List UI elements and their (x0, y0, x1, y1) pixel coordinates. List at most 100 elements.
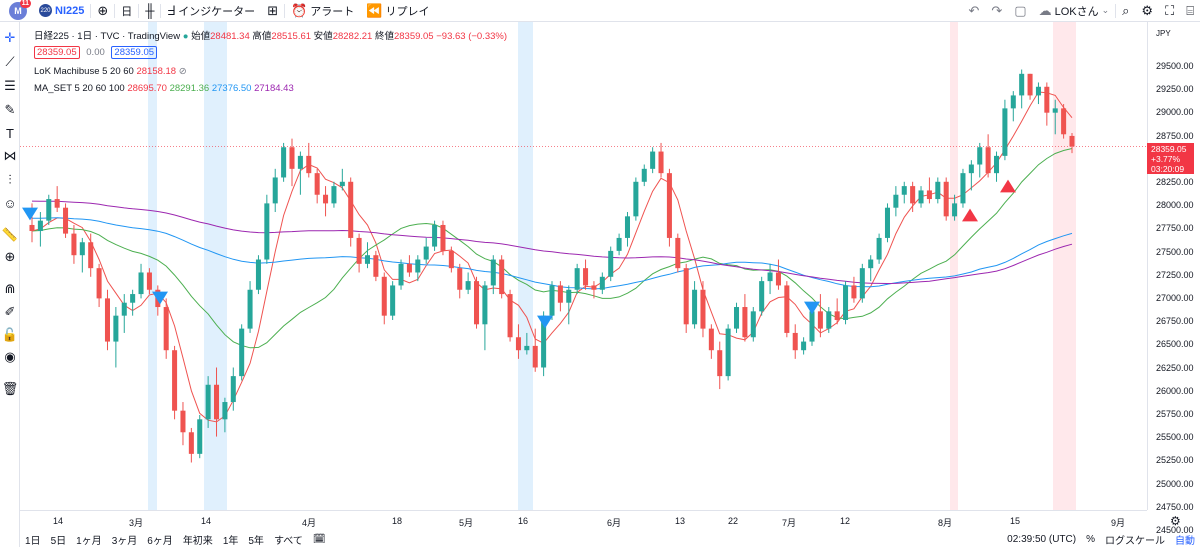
ruler-tool[interactable]: 📏 (0, 225, 20, 245)
candle-body (910, 186, 916, 204)
range-button[interactable]: すべて (273, 536, 303, 547)
range-button[interactable]: 1年 (222, 536, 239, 547)
low-value: 28282.21 (332, 31, 373, 42)
fullscreen-button[interactable]: ⛶ (1159, 0, 1180, 22)
magnet-icon: ⋒ (4, 281, 16, 296)
range-button[interactable]: 5日 (50, 536, 67, 547)
bid-box[interactable]: 28359.05 (34, 46, 80, 59)
highlight-band (1053, 22, 1076, 510)
trendline-icon: ⟋ (5, 54, 15, 69)
pattern-tool[interactable]: ⋈ (0, 146, 20, 166)
price-axis[interactable]: JPY 29500.0029250.0029000.0028750.002850… (1147, 22, 1200, 535)
indicators-button[interactable]: ᖵ インジケーター (161, 0, 261, 22)
snapshot-button[interactable]: ⌸ (1180, 0, 1200, 22)
magnet-tool[interactable]: ⋒ (0, 279, 20, 299)
range-button[interactable]: 6ヶ月 (147, 536, 173, 547)
cloud-icon: ☁ (1038, 3, 1052, 18)
range-button[interactable]: 1日 (25, 536, 41, 547)
candle-body (792, 332, 798, 351)
candle-body (708, 328, 714, 351)
notification-badge: 11 (19, 0, 31, 8)
clock[interactable]: 02:39:50 (UTC) (1007, 534, 1077, 545)
auto-scale-toggle[interactable]: 自動 (1175, 536, 1195, 547)
candle-body (71, 233, 77, 256)
candle-body (591, 285, 597, 290)
logo-area[interactable]: M 11 (0, 0, 33, 22)
time-axis[interactable]: 14 3月 14 4月 18 5月 16 6月 13 22 7月 12 8月 15 9月 (20, 510, 1147, 530)
settings-button[interactable]: ⚙ (1135, 0, 1159, 22)
redo-button[interactable]: ↷ (985, 0, 1008, 22)
calendar-icon: 🗓 (312, 534, 326, 545)
chart-type-button[interactable]: ╫ (139, 0, 160, 22)
lock-tool[interactable]: 🔓 (0, 325, 20, 345)
visibility-tool[interactable]: ◉ (0, 347, 20, 367)
candle-body (759, 281, 765, 312)
candle-body (172, 350, 178, 411)
templates-button[interactable]: ⊞ (261, 0, 284, 22)
compare-button[interactable]: ⊕ (91, 0, 114, 22)
delete-tool[interactable]: 🗑 (0, 379, 20, 399)
horizontal-lines-tool[interactable]: ☰ (0, 76, 20, 96)
candle-body (180, 410, 186, 433)
candle-body (364, 255, 370, 264)
interval-button[interactable]: 日 (115, 0, 138, 22)
redo-icon: ↷ (991, 3, 1003, 18)
close-label: 終値 (374, 31, 394, 42)
brush-tool[interactable]: ✎ (0, 100, 20, 120)
log-scale-toggle[interactable]: ログスケール (1105, 536, 1165, 547)
candles-icon: ╫ (145, 3, 155, 18)
percent-toggle[interactable]: % (1086, 534, 1095, 545)
candle-body (658, 151, 664, 174)
text-icon: T (6, 125, 14, 141)
axis-settings-button[interactable]: ⚙ (1170, 514, 1181, 528)
symbol-search[interactable]: 220 NI225 (33, 0, 90, 22)
replay-button[interactable]: ⏪ リプレイ (360, 0, 435, 22)
price-chart[interactable] (20, 22, 1147, 510)
open-label: 始値 (191, 31, 211, 42)
price-label: 25250.00 (1156, 455, 1194, 466)
price-label: 28000.00 (1156, 200, 1194, 211)
candle-body (524, 345, 530, 351)
candle-body (884, 207, 890, 238)
indicators-label: インジケーター (178, 5, 256, 18)
candle-body (742, 307, 748, 338)
candle-body (306, 155, 312, 174)
search-button[interactable]: ⌕ (1116, 0, 1135, 22)
stay-drawing-tool[interactable]: ✐ (0, 302, 20, 322)
sell-signal-marker (804, 301, 820, 315)
emoji-tool[interactable]: ☺ (0, 193, 20, 213)
legend-indicator-2[interactable]: MA_SET 5 20 60 100 28695.70 28291.36 273… (34, 83, 294, 94)
layout-button[interactable]: ▢ (1008, 0, 1032, 22)
divider (114, 3, 116, 18)
trendline-tool[interactable]: ⟋ (0, 52, 20, 72)
candle-body (1069, 135, 1075, 147)
undo-button[interactable]: ↶ (962, 0, 985, 22)
candle-body (692, 289, 698, 325)
spread-value: 0.00 (86, 47, 105, 58)
text-tool[interactable]: T (0, 123, 20, 143)
alert-button[interactable]: ⏰ アラート (285, 0, 360, 22)
candle-body (339, 181, 345, 187)
crosshair-tool[interactable]: ✛ (0, 28, 20, 48)
app-logo[interactable]: M 11 (9, 0, 31, 20)
ask-box[interactable]: 28359.05 (111, 46, 158, 59)
prediction-tool[interactable]: ⫶ (0, 170, 20, 190)
legend-title[interactable]: 日経225 · 1日 · TVC · TradingView (34, 31, 181, 42)
candle-body (432, 224, 438, 247)
range-button[interactable]: 1ヶ月 (76, 536, 102, 547)
zoom-tool[interactable]: ⊕ (0, 247, 20, 267)
ma60-line (32, 217, 1073, 290)
range-button[interactable]: 3ヶ月 (111, 536, 138, 547)
legend-indicator-1[interactable]: LoK Machibuse 5 20 60 28158.18 ⊘ (34, 66, 187, 77)
candle-body (113, 315, 119, 342)
candle-body (541, 315, 547, 368)
candle-body (46, 199, 52, 221)
ma100-value: 27184.43 (254, 83, 294, 94)
symbol-badge: 220 (39, 4, 52, 17)
lines-icon: ☰ (4, 78, 16, 93)
range-button[interactable]: 5年 (248, 536, 264, 547)
range-button[interactable]: 年初来 (182, 536, 213, 547)
user-menu[interactable]: ☁ LOKさん ⌄ (1033, 0, 1116, 22)
go-to-date-button[interactable]: 🗓 (308, 534, 331, 545)
logo-text: M (14, 5, 22, 16)
